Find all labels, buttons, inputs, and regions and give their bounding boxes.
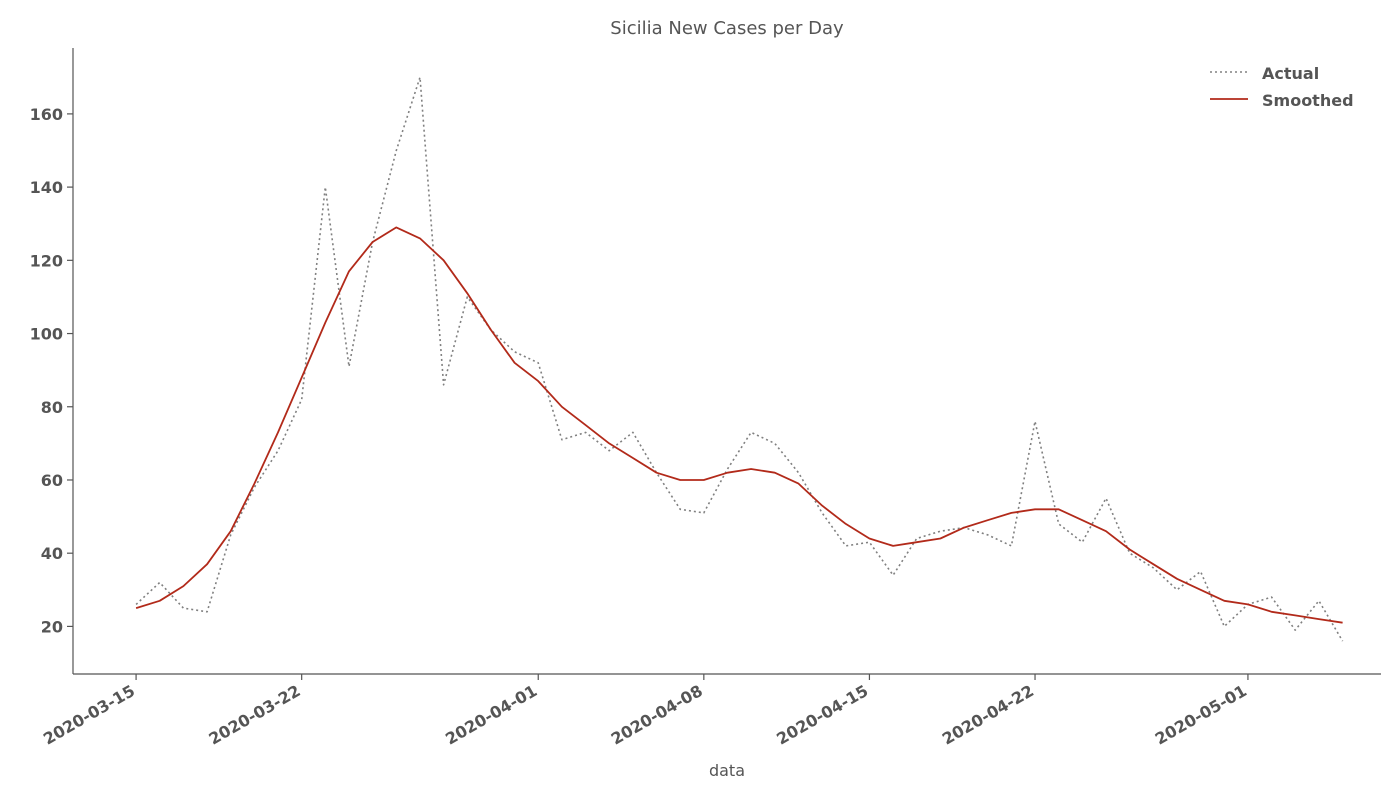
series-line-actual — [135, 76, 1344, 642]
x-tick-label: 2020-04-01 — [442, 681, 540, 749]
y-tick-label: 20 — [41, 617, 63, 636]
y-axis-ticks: 20 40 60 80 100 120 140 160 — [30, 105, 73, 636]
y-tick-label: 140 — [30, 178, 63, 197]
x-axis-ticks: 2020-03-15 2020-03-22 2020-04-01 2020-04-08… — [40, 674, 1250, 749]
chart-title: Sicilia New Cases per Day — [610, 18, 844, 39]
y-tick-label: 80 — [41, 398, 63, 417]
series-line-smoothed — [135, 226, 1343, 624]
x-tick-label: 2020-04-15 — [773, 681, 871, 749]
legend: Actual Smoothed — [1210, 64, 1354, 110]
y-tick-label: 40 — [41, 544, 63, 563]
x-tick-label: 2020-04-08 — [608, 681, 706, 749]
x-axis-label: data — [709, 761, 745, 780]
y-tick-label: 120 — [30, 251, 63, 270]
x-tick-label: 2020-03-15 — [40, 681, 138, 749]
legend-actual-label: Actual — [1262, 64, 1319, 83]
y-tick-label: 100 — [30, 325, 63, 344]
x-tick-label: 2020-05-01 — [1152, 681, 1250, 749]
legend-smoothed-label: Smoothed — [1262, 91, 1354, 110]
y-tick-label: 60 — [41, 471, 63, 490]
y-tick-label: 160 — [30, 105, 63, 124]
plot-area — [135, 76, 1344, 642]
x-tick-label: 2020-03-22 — [206, 681, 304, 749]
x-tick-label: 2020-04-22 — [939, 681, 1037, 749]
